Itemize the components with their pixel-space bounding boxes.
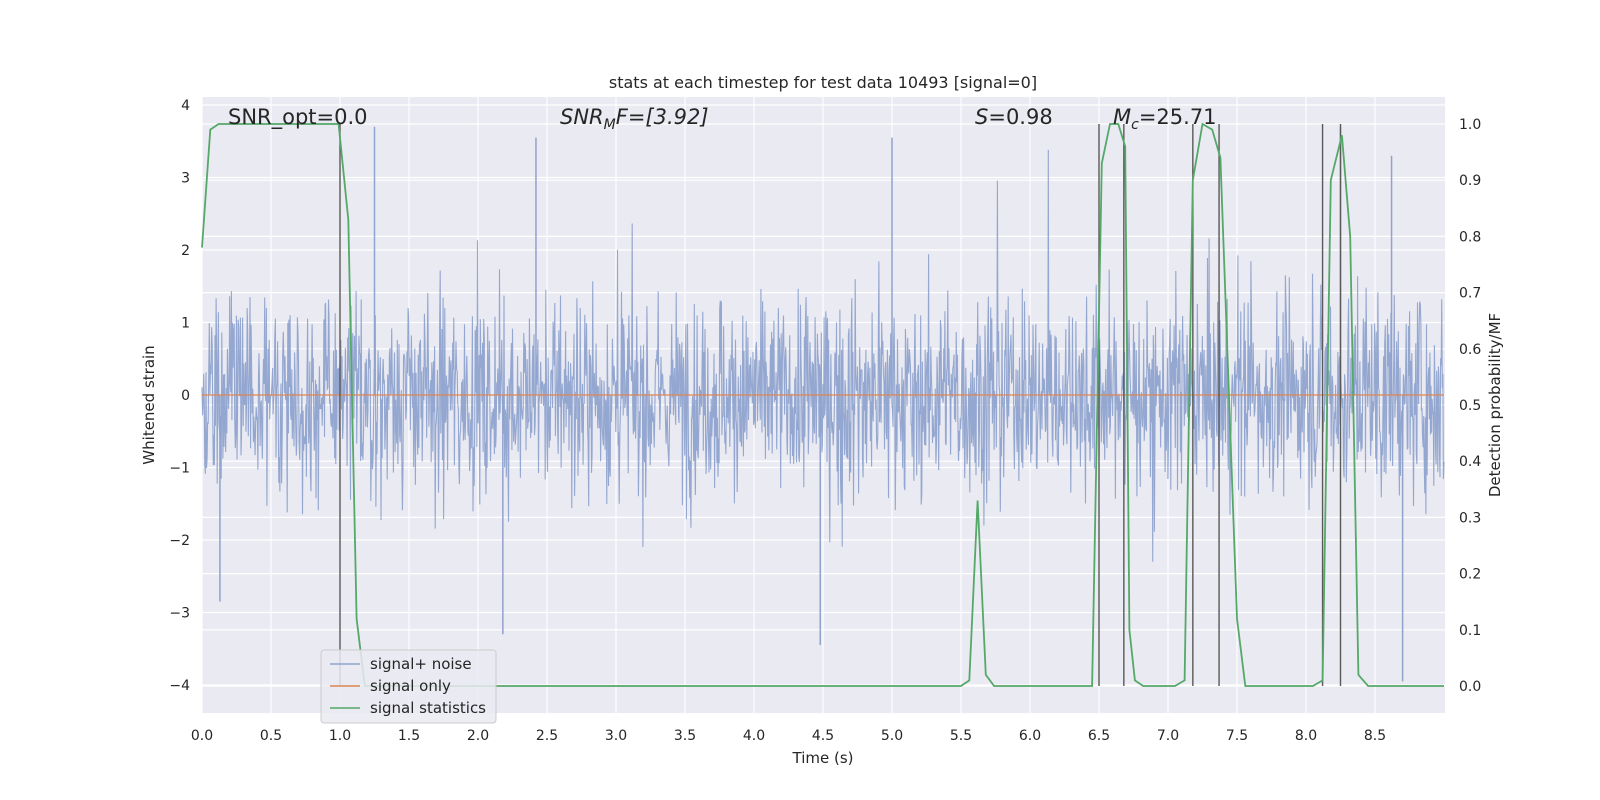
y2-tick-label: 1.0 [1459, 117, 1481, 133]
y-tick-label: 1 [181, 316, 190, 332]
x-tick-label: 4.0 [743, 728, 765, 744]
s-value: =0.98 [988, 105, 1052, 129]
y2-tick-label: 0.3 [1459, 510, 1481, 526]
x-tick-label: 3.0 [605, 728, 627, 744]
y2-tick-label: 0.1 [1459, 623, 1481, 639]
y2-tick-label: 0.5 [1459, 398, 1481, 414]
signal-statistics-line [201, 122, 1444, 687]
y2-tick-label: 0.8 [1459, 229, 1481, 245]
x-tick-label: 3.5 [674, 728, 696, 744]
y-axis-label: Whitened strain [140, 345, 158, 464]
x-tick-label: 1.5 [398, 728, 420, 744]
y2-tick-label: 0.9 [1459, 173, 1481, 189]
legend: signal+ noise signal only signal statist… [320, 649, 497, 724]
y2-axis-label: Detection probability/MF [1486, 313, 1504, 497]
x-tick-label: 6.0 [1019, 728, 1041, 744]
y-tick-labels: 4 3 2 1 0 −1 −2 −3 −4 [169, 98, 190, 694]
y-tick-label: −4 [169, 678, 190, 694]
y2-tick-label: 0.4 [1459, 454, 1481, 470]
chart-title: stats at each timestep for test data 104… [609, 73, 1037, 92]
x-tick-label: 0.5 [260, 728, 282, 744]
mc-value: =25.71 [1139, 105, 1217, 129]
x-tick-label: 7.0 [1157, 728, 1179, 744]
vertical-markers [339, 124, 1342, 686]
y-tick-label: 4 [181, 98, 190, 114]
y-tick-label: 0 [181, 388, 190, 404]
x-tick-label: 4.5 [812, 728, 834, 744]
legend-label-signal-noise: signal+ noise [370, 655, 472, 673]
x-tick-label: 2.5 [536, 728, 558, 744]
legend-box [320, 649, 497, 724]
y2-tick-label: 0.6 [1459, 342, 1481, 358]
x-tick-label: 6.5 [1088, 728, 1110, 744]
y2-tick-labels: 1.0 0.9 0.8 0.7 0.6 0.5 0.4 0.3 0.2 0.1 0.0 [1459, 117, 1481, 695]
s-symbol: S [975, 105, 988, 129]
y2-tick-label: 0.2 [1459, 567, 1481, 583]
noise-trace [201, 149, 1445, 562]
x-tick-label: 7.5 [1226, 728, 1248, 744]
y-tick-label: −1 [169, 461, 190, 477]
y-tick-label: −2 [169, 533, 190, 549]
mc-symbol: M [1113, 105, 1131, 129]
x-tick-label: 5.5 [950, 728, 972, 744]
annotation-s: S=0.98 [975, 105, 1053, 129]
snr-mf-subscript: M [604, 117, 616, 133]
legend-label-signal-statistics: signal statistics [370, 699, 486, 717]
x-tick-labels: 0.0 0.5 1.0 1.5 2.0 2.5 3.0 3.5 4.0 4.5 5.0 5.5 6.0 6… [191, 728, 1386, 744]
x-tick-label: 1.0 [329, 728, 351, 744]
x-tick-label: 0.0 [191, 728, 213, 744]
mc-subscript: c [1131, 117, 1139, 133]
x-tick-label: 8.0 [1295, 728, 1317, 744]
annotation-snr-opt: SNR_opt=0.0 [228, 105, 368, 130]
y-tick-label: 2 [181, 243, 190, 259]
x-tick-label: 5.0 [881, 728, 903, 744]
snr-mf-symbol: SNR [560, 105, 604, 129]
y-tick-label: −3 [169, 606, 190, 622]
y-tick-label: 3 [181, 171, 190, 187]
series-signal-statistics [201, 122, 1444, 687]
y2-tick-label: 0.0 [1459, 679, 1481, 695]
x-tick-label: 8.5 [1364, 728, 1386, 744]
y2-tick-label: 0.7 [1459, 286, 1481, 302]
x-axis-label: Time (s) [792, 749, 854, 767]
x-tick-label: 2.0 [467, 728, 489, 744]
annotation-mc: Mc=25.71 [1113, 105, 1217, 133]
legend-label-signal-only: signal only [370, 677, 451, 695]
snr-mf-value: F=[3.92] [616, 105, 709, 129]
annotation-snr-mf: SNRMF=[3.92] [560, 105, 709, 133]
